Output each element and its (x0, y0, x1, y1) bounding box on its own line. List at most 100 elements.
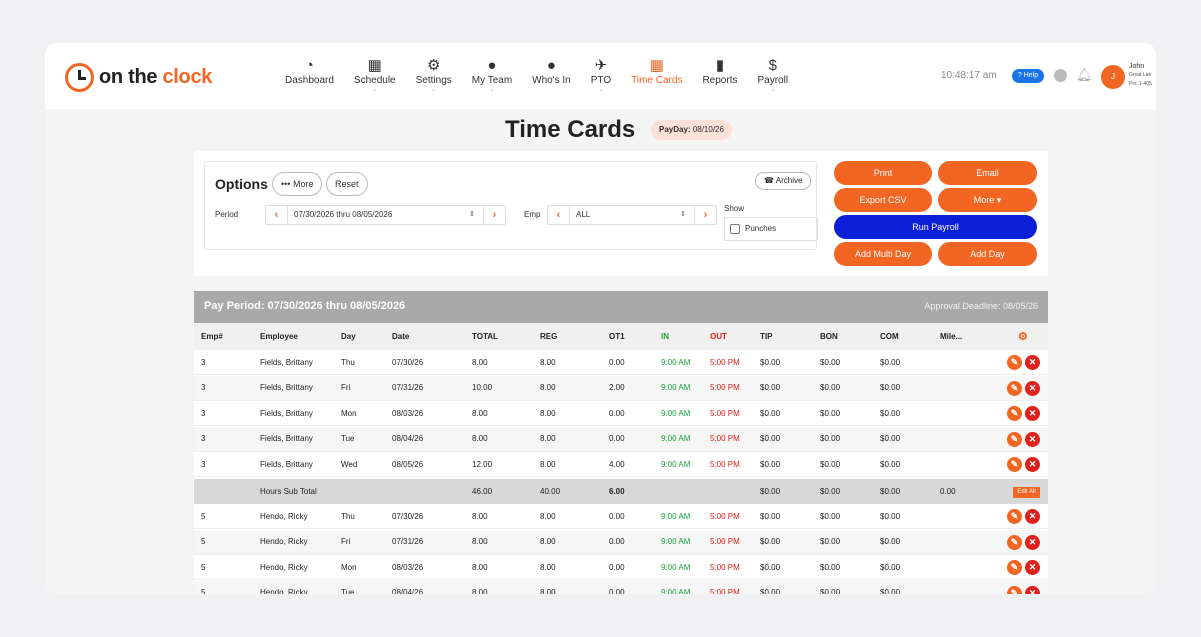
employee-select[interactable]: ‹ ALL ⇕ › (547, 205, 717, 225)
nav-item-who-s-in[interactable]: ● Who's In (522, 57, 581, 94)
delete-x-icon[interactable]: ✕ (1025, 560, 1040, 575)
cell-in: 9:00 AM (661, 562, 691, 572)
edit-pencil-icon[interactable]: ✎ (1007, 534, 1022, 550)
cell-out: 5:00 PM (710, 562, 740, 572)
add-day-button[interactable]: Add Day (938, 242, 1037, 266)
run-payroll-button[interactable]: Run Payroll (834, 215, 1037, 239)
chat-icon[interactable] (1054, 69, 1067, 82)
print-button[interactable]: Print (834, 161, 932, 185)
cell-reg: 8.00 (540, 434, 556, 443)
nav-time-cards-icon: ▦ (649, 57, 664, 74)
column-header-out[interactable]: OUT (710, 332, 727, 341)
cell-emp: 5 (201, 511, 206, 521)
edit-pencil-icon[interactable]: ✎ (1007, 355, 1022, 370)
delete-x-icon[interactable]: ✕ (1025, 534, 1040, 550)
nav-label: Who's In (532, 75, 571, 86)
show-label: Show (724, 204, 745, 213)
avatar[interactable]: J (1101, 65, 1125, 89)
delete-x-icon[interactable]: ✕ (1025, 406, 1040, 421)
column-header-day[interactable]: Day (341, 332, 356, 341)
column-header-employee[interactable]: Employee (260, 332, 298, 341)
edit-pencil-icon[interactable]: ✎ (1007, 380, 1022, 396)
archive-button[interactable]: ☎ Archive (755, 172, 812, 190)
cell-emp: 3 (201, 383, 206, 392)
brand-logo[interactable]: on the clock (65, 62, 212, 92)
edit-pencil-icon[interactable]: ✎ (1007, 406, 1022, 421)
edit-pencil-icon[interactable]: ✎ (1007, 431, 1022, 447)
column-header-ot1[interactable]: OT1 (609, 332, 625, 341)
edit-pencil-icon[interactable]: ✎ (1007, 457, 1022, 472)
delete-x-icon[interactable]: ✕ (1025, 355, 1040, 370)
cell-in: 9:00 AM (661, 459, 691, 469)
nav-item-pto[interactable]: ✈ PTO ⌄ (581, 57, 621, 94)
cell-employee: Fields, Brittany (260, 408, 313, 418)
cell-employee: Fields, Brittany (260, 383, 313, 392)
column-header-mile[interactable]: Mile... (940, 332, 963, 341)
delete-x-icon[interactable]: ✕ (1025, 457, 1040, 472)
nav-caret-icon: ⌄ (431, 87, 437, 93)
table-row: 5 Hendo, Ricky Fri 07/31/26 8.00 8.00 0.00 9:00… (194, 529, 1048, 555)
main-nav: ◔ Dashboard ▦ Schedule ⌄ ⚙ Settings ⌄ ● My Team ⌄ ●… (275, 57, 798, 94)
delete-x-icon[interactable]: ✕ (1025, 509, 1040, 524)
cell-bon: $0.00 (820, 537, 841, 546)
edit-pencil-icon[interactable]: ✎ (1007, 560, 1022, 575)
punches-checkbox[interactable] (730, 224, 740, 234)
more-options-button[interactable]: ••• More (272, 172, 323, 196)
edit-all-button[interactable]: Edit All (1013, 486, 1040, 498)
delete-x-icon[interactable]: ✕ (1025, 380, 1040, 396)
nav-caret-icon: ⌄ (489, 87, 495, 93)
cell-total: 8.00 (472, 562, 488, 572)
table-row: 3 Fields, Brittany Thu 07/30/26 8.00 8.00 0.00… (194, 350, 1048, 375)
nav-label: PTO (590, 75, 612, 86)
nav-reports-icon: ▮ (715, 57, 725, 74)
edit-pencil-icon[interactable]: ✎ (1007, 585, 1022, 594)
table-row: 5 Hendo, Ricky Mon 08/03/26 8.00 8.00 0.00 9:00… (194, 555, 1048, 580)
period-select[interactable]: ‹ 07/30/2026 thru 08/05/2026 ⇕ › (265, 205, 506, 225)
nav-item-payroll[interactable]: $ Payroll ⌄ (747, 57, 798, 94)
column-header-total[interactable]: TOTAL (472, 332, 498, 341)
cell-in: 9:00 AM (661, 383, 691, 392)
column-header-in[interactable]: IN (661, 332, 669, 341)
nav-item-reports[interactable]: ▮ Reports (692, 57, 747, 94)
nav-item-dashboard[interactable]: ◔ Dashboard (275, 57, 344, 94)
nav-item-settings[interactable]: ⚙ Settings ⌄ (406, 57, 462, 94)
emp-prev-arrow-icon[interactable]: ‹ (548, 206, 570, 224)
export-csv-button[interactable]: Export CSV (834, 188, 932, 212)
user-info[interactable]: John Great Lak Pin: 1-405 (1129, 62, 1152, 89)
reset-button[interactable]: Reset (326, 172, 368, 196)
column-header-date[interactable]: Date (392, 332, 410, 341)
more-actions-button[interactable]: More ▾ (938, 188, 1037, 212)
delete-x-icon[interactable]: ✕ (1025, 585, 1040, 594)
period-next-arrow-icon[interactable]: › (483, 206, 505, 224)
cell-com: $0.00 (880, 537, 901, 546)
emp-next-arrow-icon[interactable]: › (694, 206, 716, 224)
nav-item-my-team[interactable]: ● My Team ⌄ (462, 57, 522, 94)
cell-reg: 8.00 (540, 357, 556, 367)
period-prev-arrow-icon[interactable]: ‹ (266, 206, 288, 224)
cell-com: $0.00 (880, 562, 901, 572)
cell-day: Wed (341, 459, 358, 469)
column-header-bon[interactable]: BON (820, 332, 838, 341)
cell-date: 07/31/26 (392, 383, 424, 392)
edit-pencil-icon[interactable]: ✎ (1007, 509, 1022, 524)
column-header-tip[interactable]: TIP (760, 332, 773, 341)
cell-ot1: 6.00 (609, 487, 625, 496)
bell-icon[interactable]: 🔔︎ (1076, 67, 1093, 82)
column-header-emp[interactable]: Emp# (201, 332, 223, 341)
column-header-reg[interactable]: REG (540, 332, 558, 341)
delete-x-icon[interactable]: ✕ (1025, 431, 1040, 447)
cell-emp: 3 (201, 408, 206, 418)
user-name: John (1129, 63, 1145, 70)
punches-label: Punches (745, 224, 777, 233)
column-header-com[interactable]: COM (880, 332, 899, 341)
add-multi-day-button[interactable]: Add Multi Day (834, 242, 932, 266)
cell-com: $0.00 (880, 434, 901, 443)
cell-total: 8.00 (472, 537, 488, 546)
column-settings-gear-icon[interactable]: ⚙ (1018, 331, 1028, 343)
nav-item-time-cards[interactable]: ▦ Time Cards (621, 57, 692, 94)
punches-toggle[interactable]: Punches (724, 217, 818, 241)
nav-dashboard-icon: ◔ (304, 57, 314, 74)
nav-item-schedule[interactable]: ▦ Schedule ⌄ (344, 57, 406, 94)
email-button[interactable]: Email (938, 161, 1037, 185)
help-button[interactable]: ? Help (1012, 69, 1044, 83)
